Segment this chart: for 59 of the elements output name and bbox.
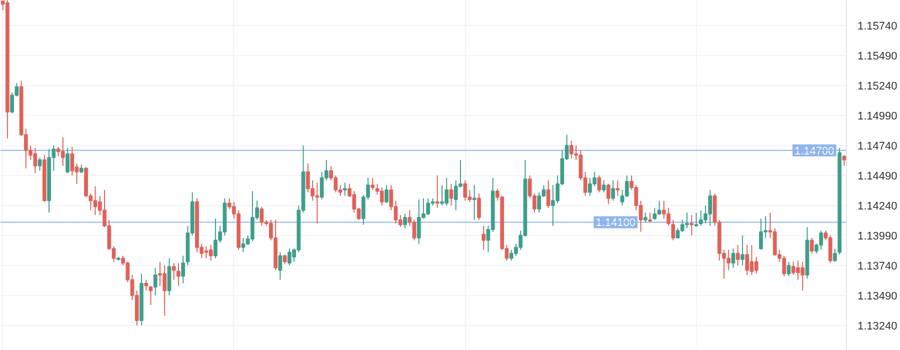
candlestick [403,213,407,229]
candlestick [694,212,698,226]
candlestick [370,177,375,190]
candlestick [828,234,832,264]
y-tick-label: 1.13990 [858,230,898,242]
candlestick [463,180,468,202]
candlestick [745,244,750,276]
candlestick [740,234,744,266]
candlestick [652,207,657,220]
candlestick [449,183,454,206]
y-tick-label: 1.14490 [858,170,898,182]
candlestick [144,279,148,292]
candlestick [546,180,550,208]
candlestick [671,219,676,241]
candlestick [60,136,65,166]
candlestick [282,254,287,265]
candlestick [172,262,176,280]
candlestick [602,180,606,193]
candlestick [380,186,384,206]
candlestick [833,248,837,262]
candlestick [176,262,180,286]
candlestick [616,180,620,196]
candlestick [477,192,481,220]
candlestick [537,192,542,214]
candlestick [482,225,486,250]
candlestick [278,252,282,280]
candlestick [731,248,736,268]
y-tick-label: 1.14740 [858,140,898,153]
candlestick [611,180,615,202]
y-tick-label: 1.13240 [858,320,898,332]
candlestick [472,184,476,220]
candlestick [736,244,740,266]
candlestick [148,285,153,306]
candlestick [342,182,347,196]
candlestick [648,212,652,223]
candlestick [690,214,694,236]
candlestick [643,212,648,223]
candlestick [181,255,186,284]
candlestick [435,175,440,208]
candlestick [384,184,388,204]
y-tick-label: 1.15240 [858,80,898,93]
candlestick [754,256,758,274]
candlestick [208,244,213,262]
candlestick [810,237,814,254]
candlestick [606,183,610,205]
y-tick-label: 1.13490 [858,290,898,302]
y-tick-label: 1.14990 [858,110,898,123]
candlestick [153,267,158,296]
y-tick-label: 1.15740 [858,20,898,33]
candlestick [38,157,42,172]
candlestick [597,175,602,193]
candlestick [66,147,70,174]
candlestick [167,258,172,296]
candlestick [70,146,74,176]
y-tick-label: 1.13740 [858,260,898,272]
y-tick-label: 1.15490 [858,50,898,63]
candlestick [842,154,846,166]
y-tick-label: 1.14240 [858,200,898,212]
candlestick [786,261,791,277]
